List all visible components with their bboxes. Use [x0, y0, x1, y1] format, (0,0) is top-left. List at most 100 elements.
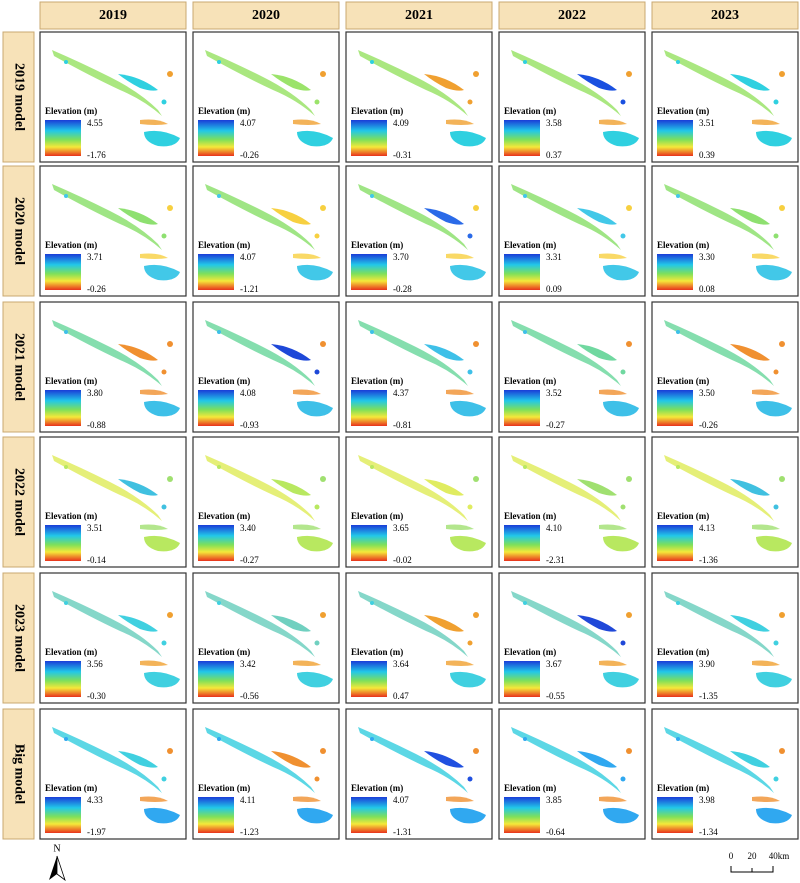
legend-min: -1.97 — [87, 827, 106, 837]
river-island — [118, 74, 158, 91]
islet — [217, 601, 221, 605]
row-header-box — [2, 572, 35, 704]
lake-south — [603, 264, 639, 281]
lake-mid — [293, 253, 321, 259]
legend-title: Elevation (m) — [504, 240, 556, 250]
map-panel: Elevation (m) 3.90 -1.35 — [651, 572, 799, 704]
islet — [626, 612, 632, 618]
legend-title: Elevation (m) — [351, 376, 403, 386]
river-channel — [205, 50, 315, 116]
row-header: Big model — [11, 744, 26, 804]
islet — [467, 640, 473, 646]
lake-mid — [446, 119, 474, 125]
legend-title: Elevation (m) — [198, 511, 250, 521]
lake-south — [450, 807, 486, 824]
islet — [320, 341, 326, 347]
legend-ramp — [198, 120, 234, 156]
legend-max: 3.52 — [546, 388, 562, 398]
lake-mid — [752, 660, 780, 666]
lake-south — [450, 535, 486, 552]
map-panel: Elevation (m) 4.07 -1.21 — [192, 165, 340, 297]
lake-south — [144, 671, 180, 688]
islet — [773, 233, 779, 239]
river-channel — [664, 184, 774, 250]
lake-south — [297, 807, 333, 824]
river-channel — [52, 591, 162, 657]
lake-mid — [752, 119, 780, 125]
column-header: 2020 — [252, 8, 280, 23]
map-panel: Elevation (m) 4.10 -2.31 — [498, 436, 646, 568]
lake-south — [144, 264, 180, 281]
legend-title: Elevation (m) — [198, 783, 250, 793]
lake-south — [297, 130, 333, 147]
islet — [320, 612, 326, 618]
islet — [676, 330, 680, 334]
lake-south — [450, 264, 486, 281]
lake-mid — [599, 796, 627, 802]
legend-ramp — [351, 120, 387, 156]
legend-min: -0.26 — [240, 150, 259, 160]
river-island — [424, 344, 464, 361]
islet — [167, 205, 173, 211]
legend-max: 4.33 — [87, 795, 103, 805]
river-island — [730, 344, 770, 361]
legend-min: 0.39 — [699, 150, 715, 160]
river-channel — [358, 591, 468, 657]
lake-south — [603, 400, 639, 417]
lake-south — [144, 807, 180, 824]
legend-title: Elevation (m) — [657, 647, 709, 657]
islet — [620, 504, 626, 510]
map-panel: Elevation (m) 3.51 -0.14 — [39, 436, 187, 568]
lake-mid — [140, 524, 168, 530]
legend-title: Elevation (m) — [504, 647, 556, 657]
river-island — [424, 751, 464, 768]
river-channel — [511, 50, 621, 116]
river-channel — [664, 320, 774, 386]
legend-min: -0.27 — [240, 555, 259, 565]
legend-min: -0.02 — [393, 555, 412, 565]
lake-south — [603, 130, 639, 147]
lake-mid — [599, 389, 627, 395]
legend-ramp — [198, 254, 234, 290]
river-channel — [205, 184, 315, 250]
islet — [314, 640, 320, 646]
legend-title: Elevation (m) — [351, 511, 403, 521]
river-channel — [664, 591, 774, 657]
legend-max: 3.98 — [699, 795, 715, 805]
lake-mid — [140, 253, 168, 259]
legend-min: -0.26 — [699, 420, 718, 430]
row-header: 2022 model — [11, 468, 26, 536]
legend-title: Elevation (m) — [45, 376, 97, 386]
river-channel — [511, 455, 621, 521]
islet — [370, 60, 374, 64]
lake-south — [756, 807, 792, 824]
islet — [467, 233, 473, 239]
column-header: 2021 — [405, 8, 433, 23]
map-panel: Elevation (m) 3.58 0.37 — [498, 31, 646, 163]
arrow-right — [56, 855, 66, 882]
islet — [676, 601, 680, 605]
river-channel — [205, 455, 315, 521]
river-island — [730, 751, 770, 768]
legend-ramp — [198, 797, 234, 833]
river-island — [118, 208, 158, 225]
islet — [167, 612, 173, 618]
river-channel — [358, 184, 468, 250]
lake-mid — [599, 119, 627, 125]
islet — [167, 341, 173, 347]
islet — [161, 369, 167, 375]
islet — [217, 194, 221, 198]
islet — [467, 369, 473, 375]
map-panel: Elevation (m) 4.37 -0.81 — [345, 301, 493, 433]
legend-max: 3.40 — [240, 523, 256, 533]
legend-min: -0.27 — [546, 420, 565, 430]
islet — [473, 748, 479, 754]
river-island — [271, 208, 311, 225]
legend-ramp — [45, 254, 81, 290]
lake-mid — [446, 660, 474, 666]
legend-ramp — [504, 661, 540, 697]
river-channel — [358, 50, 468, 116]
islet — [773, 640, 779, 646]
column-header: 2019 — [99, 8, 127, 23]
legend-min: -0.14 — [87, 555, 106, 565]
